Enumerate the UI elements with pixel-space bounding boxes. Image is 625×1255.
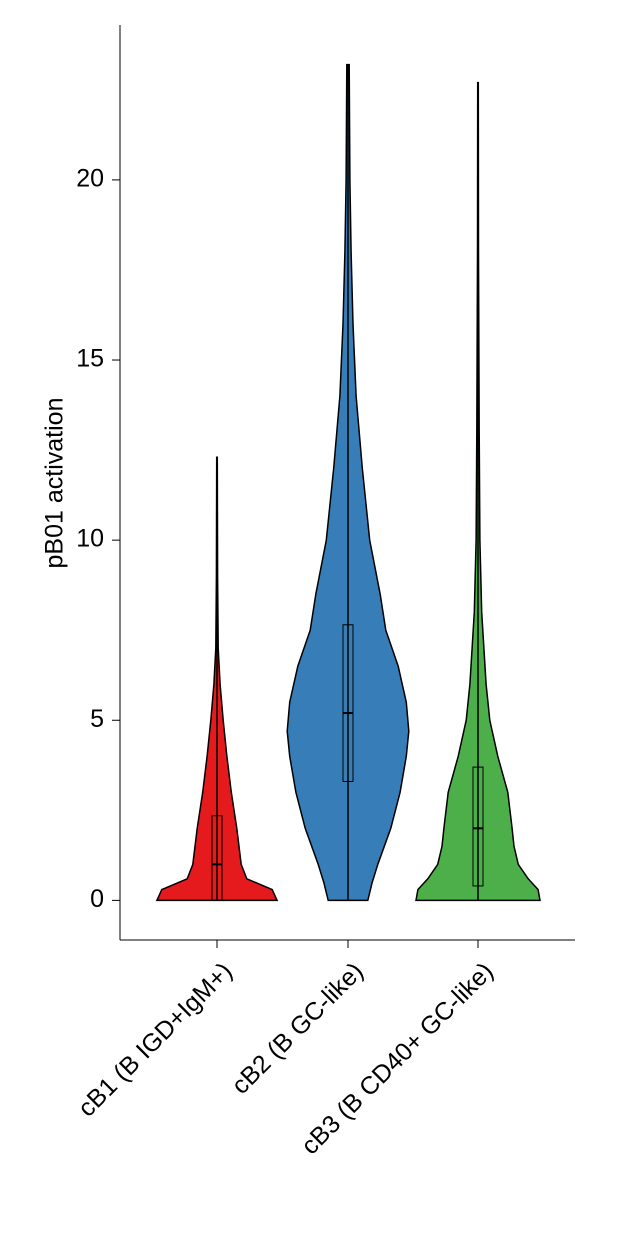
box	[211, 815, 223, 901]
y-tick-label: 20	[76, 165, 104, 193]
x-tick-label: cB1 (B IGD+IgM+)	[73, 957, 238, 1122]
y-tick-label: 10	[76, 525, 104, 553]
y-tick-label: 5	[90, 705, 104, 733]
x-tick-label: cB2 (B GC-like)	[226, 957, 369, 1100]
box	[472, 766, 484, 887]
box	[342, 624, 354, 782]
y-tick-label: 0	[90, 885, 104, 913]
y-axis-label: pB01 activation	[41, 398, 69, 569]
y-tick-label: 15	[76, 345, 104, 373]
